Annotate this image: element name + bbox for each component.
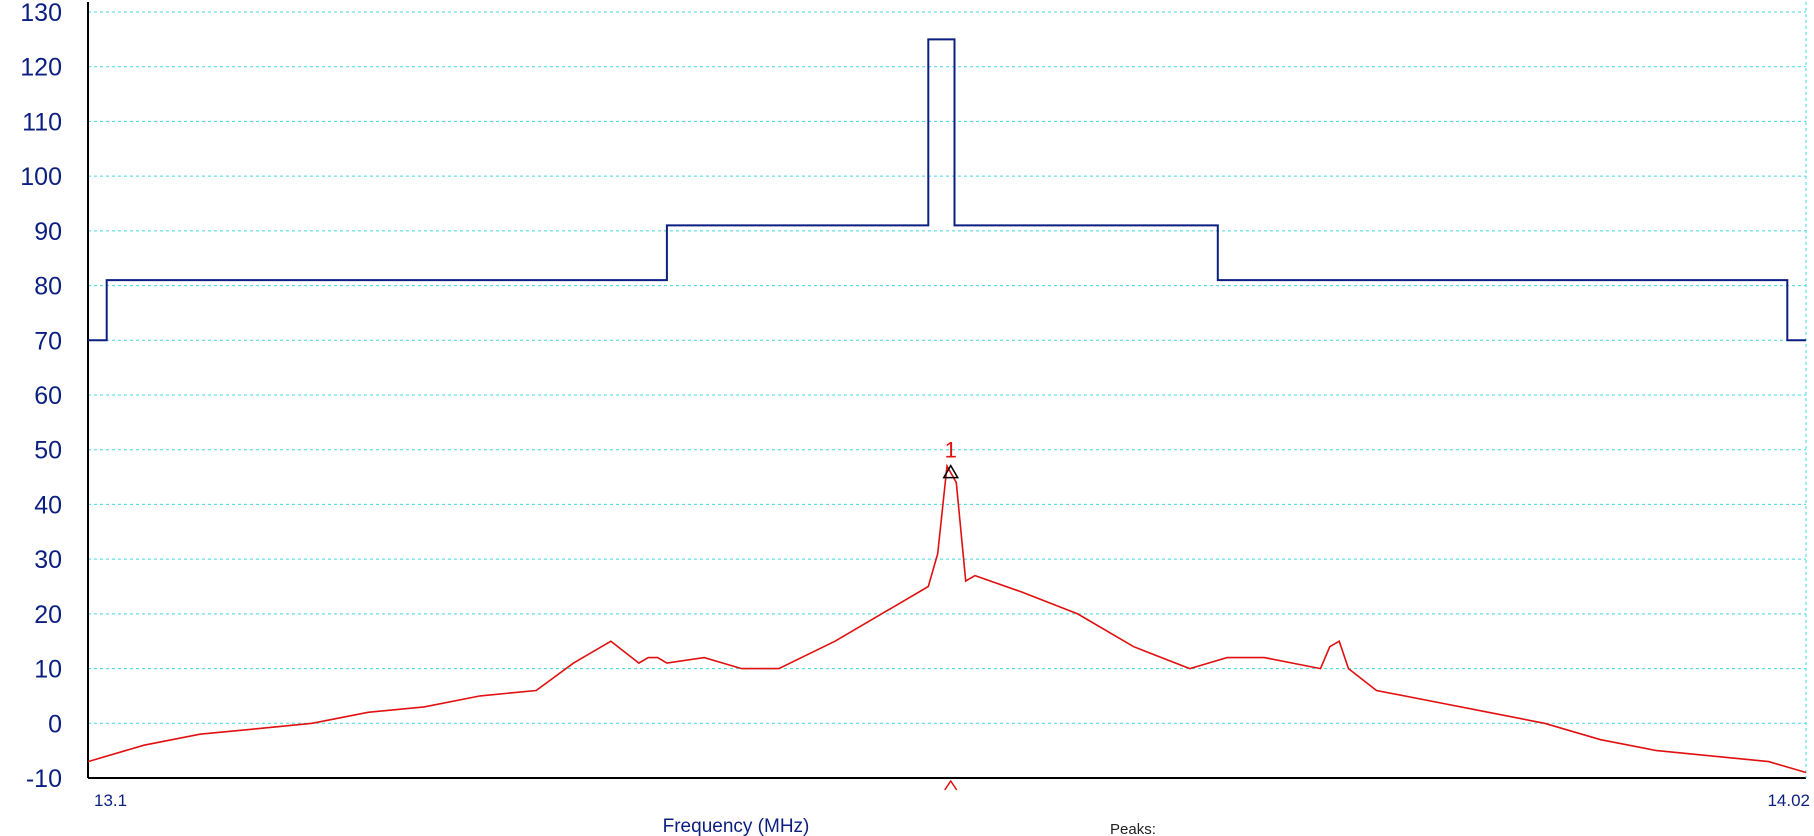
y-tick-label: 20 [34, 601, 62, 629]
series-line-spectrum [87, 463, 1807, 774]
peak-frequency-caret [944, 779, 958, 791]
x-tick-label: 13.1 [94, 791, 127, 810]
x-tick-label: 14.02 [1767, 791, 1810, 810]
plot-frame [87, 2, 1807, 779]
gridlines [88, 11, 1806, 779]
y-tick-label: 10 [34, 656, 62, 684]
y-tick-label: 60 [34, 382, 62, 410]
x-axis-ticks: 13.1 14.02 [94, 791, 1810, 810]
series-line-limit-mask [88, 38, 1806, 342]
y-tick-label: 30 [34, 546, 62, 574]
y-tick-label: 110 [22, 108, 62, 136]
series-group [87, 38, 1807, 774]
y-tick-label: 40 [34, 491, 62, 519]
peak-marker-triangle [942, 464, 960, 479]
y-tick-label: 0 [48, 710, 62, 738]
y-tick-label: 70 [34, 327, 62, 355]
y-tick-label: -10 [26, 765, 62, 793]
y-tick-label: 90 [34, 218, 62, 246]
y-tick-label: 120 [20, 54, 62, 82]
peak-marker-label: 1 [945, 438, 957, 463]
y-tick-label: 130 [20, 0, 62, 27]
y-tick-label: 50 [34, 437, 62, 465]
x-axis-title: Frequency (MHz) [663, 816, 810, 836]
y-tick-label: 100 [20, 163, 62, 191]
peaks-label: Peaks: [1110, 821, 1156, 836]
annotations: 1 [942, 438, 960, 791]
y-tick-label: 80 [34, 273, 62, 301]
